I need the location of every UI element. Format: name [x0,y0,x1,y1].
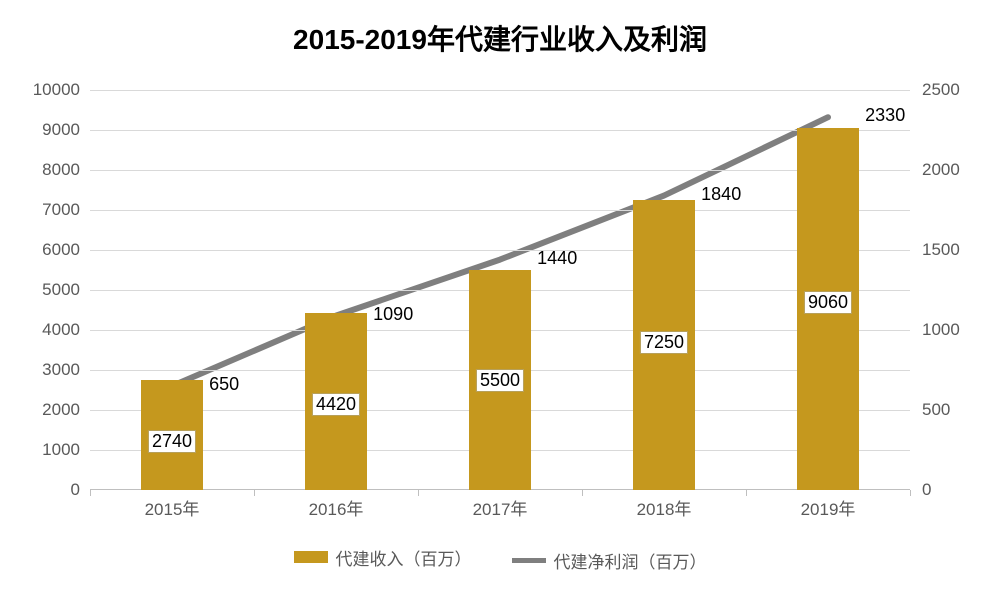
x-tick-mark [910,490,911,496]
x-tick-mark [254,490,255,496]
y-left-tick-label: 3000 [10,360,80,380]
y-right-tick-label: 1000 [922,320,992,340]
chart-title: 2015-2019年代建行业收入及利润 [0,18,1000,58]
y-left-tick-label: 7000 [10,200,80,220]
legend-label: 代建收入（百万） [336,545,472,570]
line-value-label: 2330 [865,105,905,126]
legend-item: 代建收入（百万） [294,545,472,570]
y-left-tick-label: 8000 [10,160,80,180]
line-value-label: 1840 [701,184,741,205]
grid-line [90,170,910,171]
legend-swatch-line [512,558,546,563]
x-tick-mark [90,490,91,496]
y-left-tick-label: 1000 [10,440,80,460]
grid-line [90,210,910,211]
legend-item: 代建净利润（百万） [512,548,707,573]
y-left-tick-label: 6000 [10,240,80,260]
legend-label: 代建净利润（百万） [554,548,707,573]
x-tick-mark [582,490,583,496]
y-right-tick-label: 2500 [922,80,992,100]
x-tick-mark [418,490,419,496]
y-left-tick-label: 5000 [10,280,80,300]
grid-line [90,250,910,251]
x-category-label: 2017年 [473,495,528,520]
bar-value-label: 5500 [476,369,524,392]
bar-value-label: 7250 [640,331,688,354]
grid-line [90,130,910,131]
plot-area: 0100020003000400050006000700080009000100… [90,90,910,490]
x-category-label: 2019年 [801,495,856,520]
y-left-tick-label: 2000 [10,400,80,420]
chart-container: 2015-2019年代建行业收入及利润 01000200030004000500… [0,0,1000,591]
line-value-label: 650 [209,374,239,395]
bar-value-label: 4420 [312,393,360,416]
y-right-tick-label: 0 [922,480,992,500]
x-category-label: 2016年 [309,495,364,520]
bar-value-label: 2740 [148,430,196,453]
y-left-tick-label: 4000 [10,320,80,340]
legend: 代建收入（百万） 代建净利润（百万） [0,545,1000,574]
grid-line [90,90,910,91]
line-value-label: 1090 [373,304,413,325]
x-category-label: 2018年 [637,495,692,520]
y-right-tick-label: 1500 [922,240,992,260]
legend-swatch-bar [294,551,328,563]
line-value-label: 1440 [537,248,577,269]
y-left-tick-label: 0 [10,480,80,500]
x-category-label: 2015年 [145,495,200,520]
y-left-tick-label: 9000 [10,120,80,140]
y-right-tick-label: 500 [922,400,992,420]
bar-value-label: 9060 [804,291,852,314]
y-left-tick-label: 10000 [10,80,80,100]
y-right-tick-label: 2000 [922,160,992,180]
x-tick-mark [746,490,747,496]
